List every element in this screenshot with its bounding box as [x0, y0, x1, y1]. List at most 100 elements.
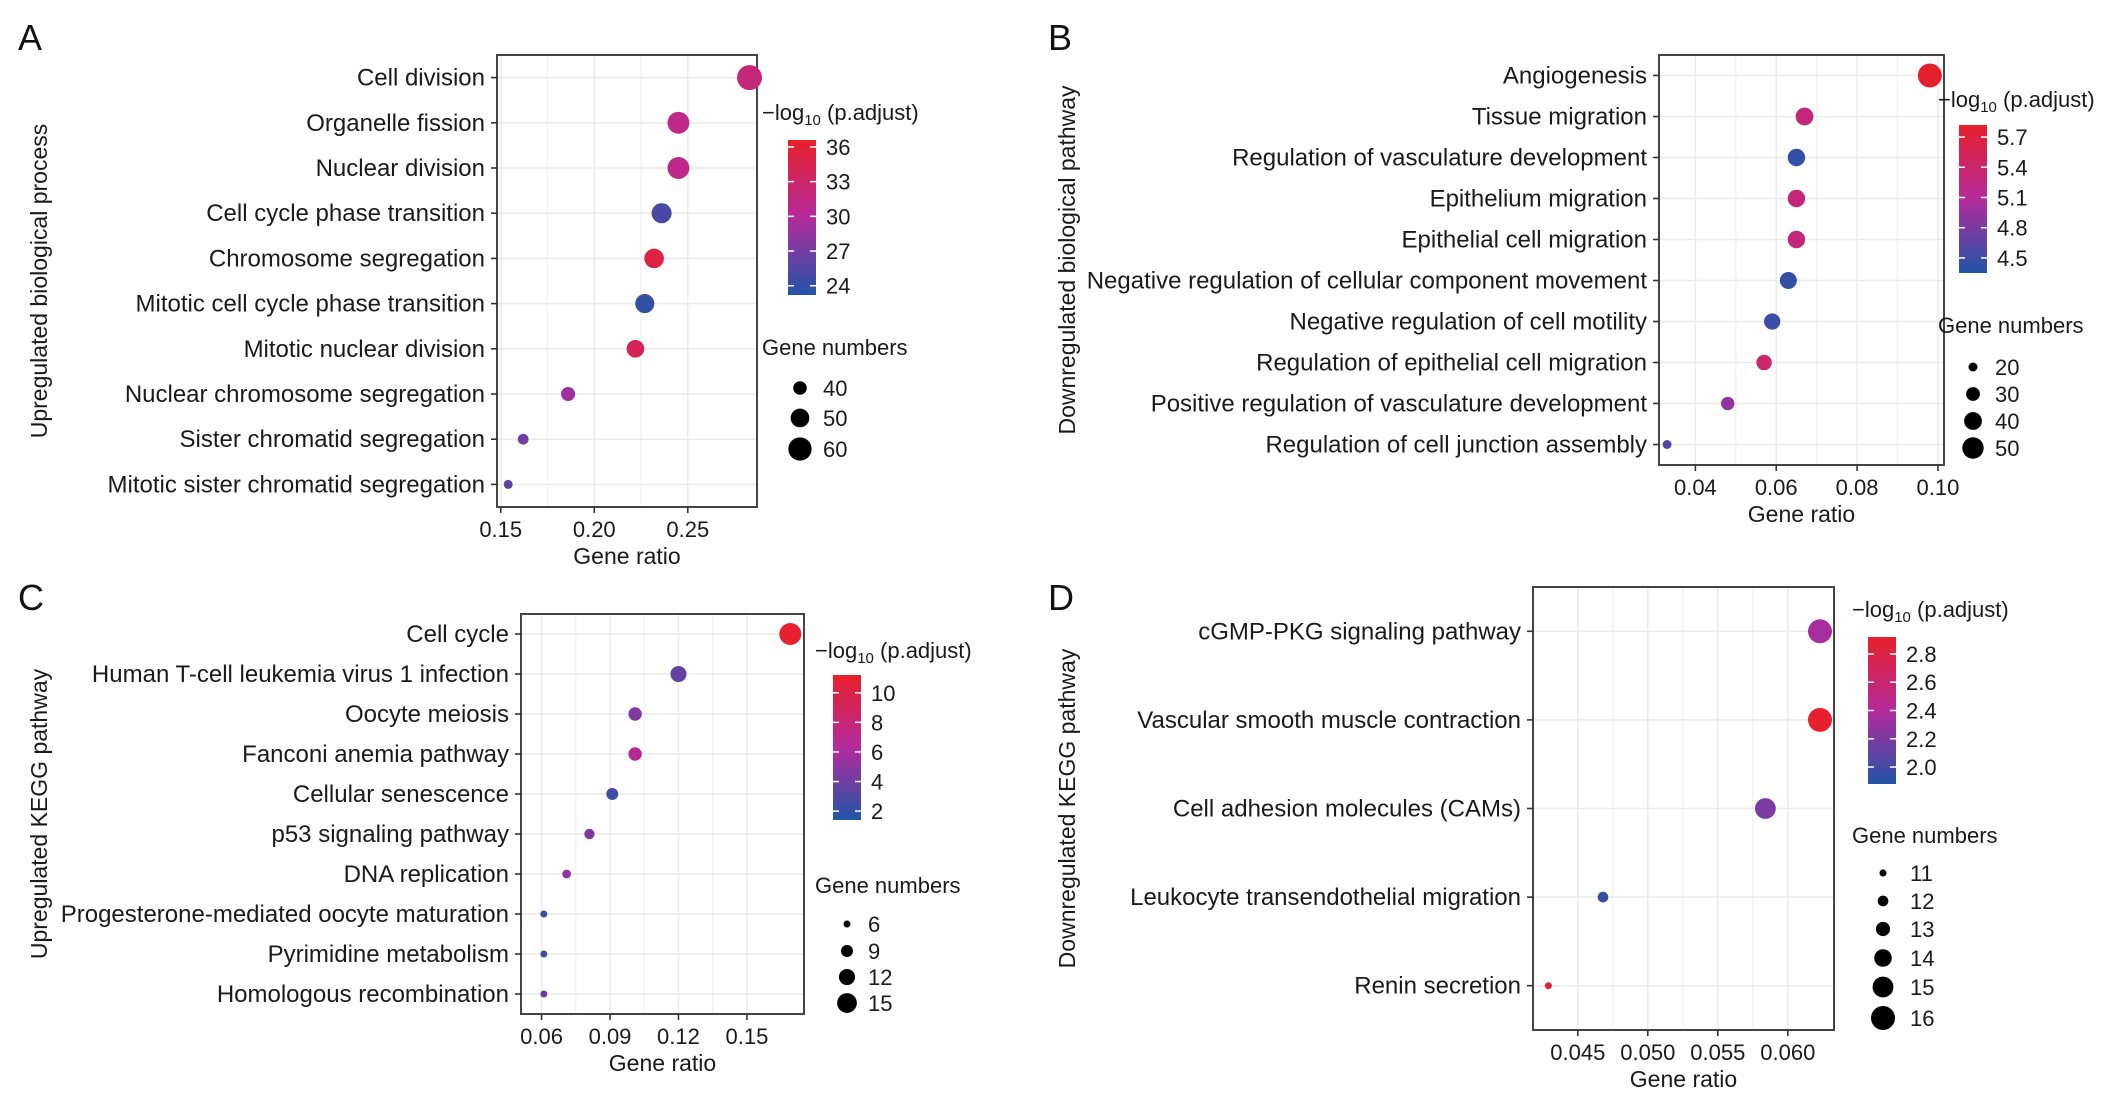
data-point — [670, 665, 687, 683]
data-point — [667, 157, 690, 179]
y-tick-label: Cellular senescence — [293, 781, 509, 808]
x-axis-title: Gene ratio — [1748, 501, 1855, 527]
y-tick-label: Angiogenesis — [1503, 63, 1647, 90]
panel-b: B Angiogenesis Tissue migration Regulation … — [1048, 17, 2095, 527]
data-point — [1787, 189, 1806, 208]
color-legend-title: −log10 (p.adjust) — [1852, 597, 2009, 626]
y-tick-label: Leukocyte transendothelial migration — [1130, 884, 1521, 911]
data-point — [651, 203, 672, 224]
data-point — [667, 111, 690, 134]
y-tick-label: Sister chromatid segregation — [180, 426, 485, 453]
panel-a: A Cell division Organelle fission Nuclear d… — [18, 17, 919, 569]
data-point — [1917, 63, 1942, 88]
x-tick-label: 0.15 — [479, 517, 522, 542]
color-bar-label: 30 — [826, 204, 850, 229]
color-bar-label: 4.8 — [1997, 216, 2028, 241]
y-tick-label: Mitotic sister chromatid segregation — [108, 471, 485, 498]
x-axis-title: Gene ratio — [1630, 1066, 1737, 1092]
plot-frame — [1658, 54, 1945, 466]
size-legend-dot — [841, 945, 853, 957]
data-point — [517, 433, 529, 445]
color-bar-label: 2.4 — [1906, 699, 1937, 724]
size-legend-title: Gene numbers — [1938, 313, 2084, 338]
size-legend-label: 60 — [823, 437, 847, 462]
size-legend-label: 6 — [868, 912, 880, 937]
plot-frame — [496, 54, 758, 508]
size-legend-label: 50 — [1995, 436, 2019, 461]
y-tick-label: Oocyte meiosis — [345, 701, 509, 728]
y-tick-label: Cell cycle — [406, 621, 509, 648]
data-point — [540, 910, 548, 918]
color-legend-title: −log10 (p.adjust) — [762, 100, 919, 129]
data-point — [1787, 230, 1806, 249]
data-point — [503, 479, 513, 489]
data-point — [561, 386, 576, 402]
size-legend-label: 9 — [868, 939, 880, 964]
color-bar-label: 36 — [826, 135, 850, 160]
y-tick-label: Renin secretion — [1354, 973, 1521, 1000]
panel-c: C Cell cycle Human T-cell leukemia virus 1… — [18, 577, 972, 1076]
data-point — [779, 623, 802, 645]
size-legend-label: 15 — [868, 991, 892, 1016]
y-axis-title: Downregulated KEGG pathway — [1054, 648, 1080, 968]
y-tick-label: Regulation of vasculature development — [1232, 145, 1647, 172]
size-legend-dot — [1966, 387, 1980, 401]
size-legend-dot — [837, 993, 857, 1013]
size-legend-dot — [790, 408, 810, 428]
size-legend-dot — [1968, 362, 1978, 372]
color-bar-label: 5.7 — [1997, 125, 2028, 150]
y-tick-label: Nuclear chromosome segregation — [125, 381, 485, 408]
y-tick-label: Progesterone-mediated oocyte maturation — [61, 901, 509, 928]
size-legend-label: 13 — [1910, 917, 1934, 942]
panel-letter: D — [1048, 577, 1074, 618]
color-bar-label: 24 — [826, 274, 850, 299]
y-tick-label: Organelle fission — [306, 110, 485, 137]
data-point — [1597, 891, 1609, 903]
color-legend-title: −log10 (p.adjust) — [1938, 87, 2095, 116]
data-point — [628, 707, 642, 721]
size-legend-dot — [838, 968, 856, 986]
y-tick-label: Cell cycle phase transition — [206, 200, 485, 227]
x-tick-label: 0.15 — [726, 1024, 769, 1049]
size-legend-dot — [1872, 976, 1894, 998]
size-legend-label: 16 — [1910, 1006, 1934, 1031]
x-axis-title: Gene ratio — [573, 543, 680, 569]
y-tick-label: Homologous recombination — [217, 981, 509, 1008]
data-point — [1808, 707, 1832, 732]
size-legend-dot — [1875, 921, 1891, 937]
y-tick-label: Mitotic cell cycle phase transition — [136, 291, 485, 318]
color-bar — [1959, 125, 1987, 273]
x-tick-label: 0.055 — [1690, 1040, 1745, 1065]
y-tick-label: Regulation of cell junction assembly — [1265, 432, 1647, 459]
x-tick-label: 0.12 — [657, 1024, 700, 1049]
color-bar-label: 5.4 — [1997, 155, 2028, 180]
size-legend-dot — [1874, 949, 1892, 967]
y-axis-title: Upregulated KEGG pathway — [26, 668, 52, 959]
y-tick-label: Human T-cell leukemia virus 1 infection — [92, 661, 509, 688]
color-legend-title: −log10 (p.adjust) — [815, 638, 972, 667]
data-point — [1764, 313, 1781, 330]
size-legend-dot — [1964, 412, 1982, 430]
panel-letter: B — [1048, 17, 1072, 58]
color-bar-label: 2.2 — [1906, 727, 1937, 752]
data-point — [1795, 107, 1814, 126]
y-tick-label: Epithelial cell migration — [1402, 227, 1647, 254]
panel-letter: A — [18, 17, 42, 58]
y-tick-label: Epithelium migration — [1430, 186, 1647, 213]
color-bar-label: 4 — [871, 770, 883, 795]
size-legend-dot — [1879, 869, 1887, 877]
color-bar-label: 27 — [826, 239, 850, 264]
y-axis-title: Downregulated biological pathway — [1054, 85, 1080, 435]
size-legend-label: 14 — [1910, 946, 1934, 971]
x-tick-label: 0.04 — [1674, 475, 1717, 500]
size-legend-label: 11 — [1910, 861, 1933, 886]
y-tick-label: Regulation of epithelial cell migration — [1256, 350, 1647, 377]
plot-frame — [520, 613, 805, 1015]
color-bar — [788, 140, 816, 295]
size-legend-dot — [843, 920, 851, 928]
size-legend-label: 15 — [1910, 975, 1934, 1000]
y-tick-label: Tissue migration — [1472, 104, 1647, 131]
size-legend-label: 20 — [1995, 355, 2019, 380]
